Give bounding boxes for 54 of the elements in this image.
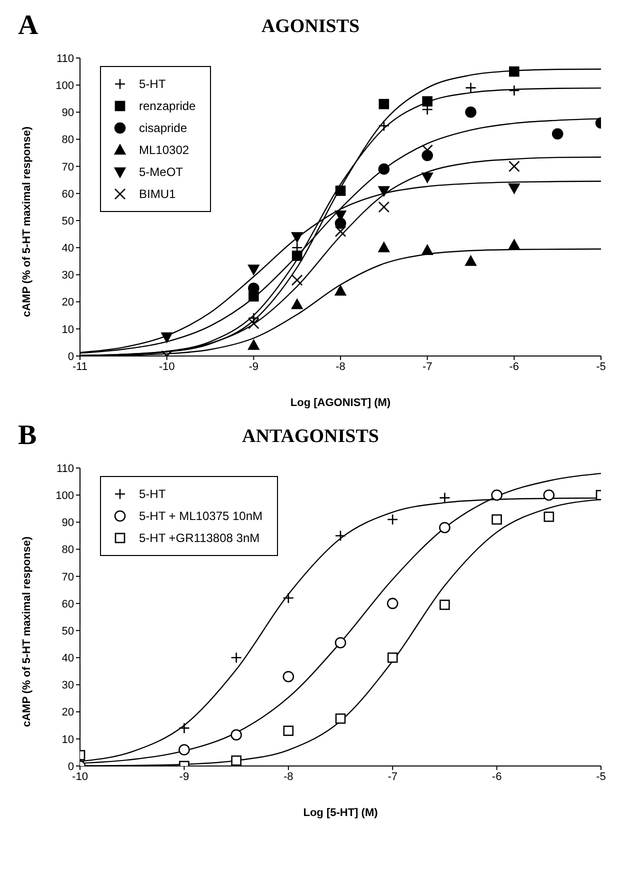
x-tick-label: -5	[596, 360, 606, 373]
legend-label: 5-HT +GR113808 3nM	[139, 531, 260, 545]
y-tick-label: 90	[62, 517, 74, 530]
legend-label: BIMU1	[139, 187, 176, 201]
y-tick-label: 60	[62, 598, 74, 610]
chart-title: ANTAGONISTS	[242, 426, 379, 447]
y-tick-label: 60	[62, 188, 74, 200]
x-tick-label: -11	[72, 360, 88, 373]
y-tick-label: 20	[62, 296, 74, 309]
y-tick-label: 10	[62, 734, 74, 746]
y-tick-label: 30	[62, 270, 74, 282]
x-tick-label: -9	[179, 770, 190, 783]
x-tick-label: -5	[596, 770, 606, 783]
y-tick-label: 80	[62, 544, 74, 556]
y-tick-label: 0	[68, 350, 74, 363]
y-tick-label: 100	[56, 490, 74, 502]
x-axis-title: Log [AGONIST] (M)	[290, 397, 391, 409]
x-tick-label: -8	[284, 770, 294, 783]
x-tick-label: -9	[248, 360, 259, 373]
x-tick-label: -10	[158, 360, 175, 373]
x-tick-label: -6	[492, 770, 502, 783]
y-tick-label: 90	[62, 107, 74, 120]
legend-label: cisapride	[139, 121, 188, 135]
y-tick-label: 30	[62, 680, 74, 692]
x-axis-title: Log [5-HT] (M)	[303, 807, 378, 819]
text: A	[18, 10, 38, 42]
x-tick-label: -6	[509, 360, 520, 373]
legend-label: ML10302	[139, 143, 190, 157]
legend-label: 5-HT + ML10375 10nM	[139, 509, 263, 523]
text: B	[18, 420, 37, 452]
y-tick-label: 70	[62, 571, 74, 584]
y-axis-title: cAMP (% of 5-HT maximal response)	[20, 536, 33, 727]
x-tick-label: -8	[336, 360, 346, 373]
y-tick-label: 40	[62, 652, 74, 665]
y-tick-label: 70	[62, 161, 74, 174]
x-tick-label: -10	[72, 770, 88, 783]
legend-label: renzapride	[139, 99, 196, 113]
y-tick-label: 110	[56, 462, 74, 475]
y-tick-label: 100	[56, 80, 74, 92]
y-tick-label: 10	[62, 324, 74, 336]
x-tick-label: -7	[388, 770, 398, 783]
legend-label: 5-HT	[139, 487, 166, 501]
y-tick-label: 110	[56, 52, 74, 65]
y-tick-label: 80	[62, 134, 74, 146]
chart-title: AGONISTS	[261, 16, 360, 37]
legend-label: 5-MeOT	[139, 165, 184, 179]
y-axis-title: cAMP (% of 5-HT maximal response)	[20, 126, 33, 317]
x-tick-label: -7	[422, 360, 432, 373]
legend-label: 5-HT	[139, 77, 166, 91]
y-tick-label: 0	[68, 760, 74, 773]
y-tick-label: 50	[62, 625, 74, 638]
y-tick-label: 40	[62, 242, 74, 255]
y-tick-label: 20	[62, 706, 74, 719]
y-tick-label: 50	[62, 215, 74, 228]
